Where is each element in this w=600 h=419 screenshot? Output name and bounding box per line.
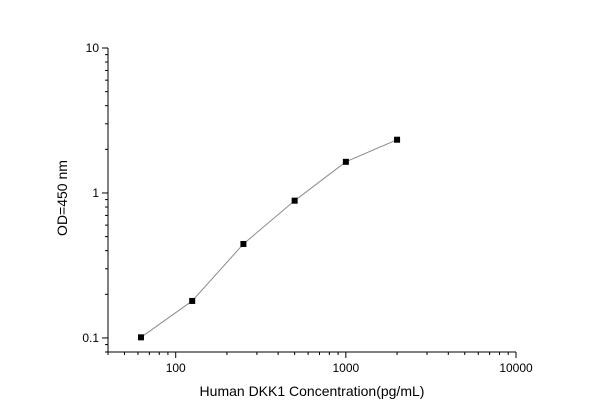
y-ticks: 0.1 1 10 [82, 41, 108, 353]
data-point [240, 240, 247, 247]
x-ticks: 100 1000 10000 [107, 352, 533, 375]
x-axis-title: Human DKK1 Concentration(pg/mL) [200, 383, 425, 399]
x-tick-label: 100 [166, 361, 186, 375]
data-series [137, 136, 401, 341]
x-tick-label: 10000 [499, 361, 533, 375]
data-point [394, 136, 401, 143]
data-point [189, 297, 196, 304]
x-tick-label: 1000 [333, 361, 360, 375]
y-axis-title: OD=450 nm [54, 160, 70, 236]
data-point [342, 158, 349, 165]
data-point [137, 334, 144, 341]
data-point [291, 197, 298, 204]
y-tick-label: 1 [92, 186, 99, 200]
y-tick-label: 0.1 [82, 331, 99, 345]
y-tick-label: 10 [86, 41, 100, 55]
series-line [140, 139, 398, 338]
